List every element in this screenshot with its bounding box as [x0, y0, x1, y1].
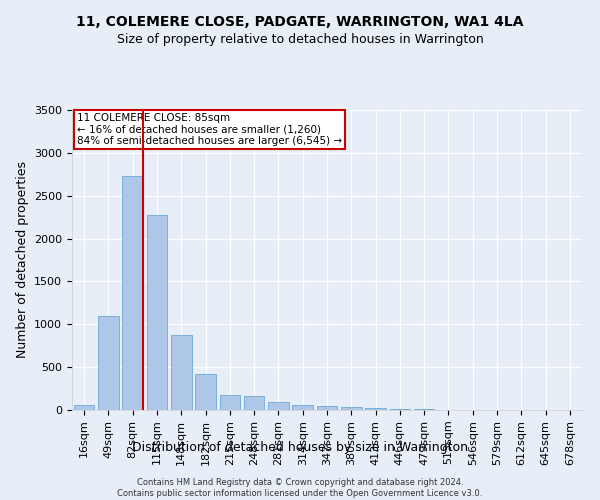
Bar: [74, 406, 94, 410]
Bar: [268, 402, 289, 410]
Text: Contains HM Land Registry data © Crown copyright and database right 2024.
Contai: Contains HM Land Registry data © Crown c…: [118, 478, 482, 498]
Bar: [171, 334, 191, 410]
Bar: [220, 396, 240, 410]
Bar: [146, 214, 167, 410]
Text: 11 COLEMERE CLOSE: 85sqm
← 16% of detached houses are smaller (1,260)
84% of sem: 11 COLEMERE CLOSE: 85sqm ← 16% of detach…: [77, 113, 342, 146]
Y-axis label: Number of detached properties: Number of detached properties: [16, 162, 29, 358]
Bar: [98, 316, 119, 410]
Bar: [389, 409, 410, 410]
Text: Distribution of detached houses by size in Warrington: Distribution of detached houses by size …: [132, 441, 468, 454]
Bar: [365, 408, 386, 410]
Bar: [244, 396, 265, 410]
Bar: [341, 407, 362, 410]
Text: Size of property relative to detached houses in Warrington: Size of property relative to detached ho…: [116, 32, 484, 46]
Bar: [195, 374, 216, 410]
Bar: [317, 406, 337, 410]
Bar: [414, 409, 434, 410]
Bar: [292, 405, 313, 410]
Text: 11, COLEMERE CLOSE, PADGATE, WARRINGTON, WA1 4LA: 11, COLEMERE CLOSE, PADGATE, WARRINGTON,…: [76, 15, 524, 29]
Bar: [122, 176, 143, 410]
